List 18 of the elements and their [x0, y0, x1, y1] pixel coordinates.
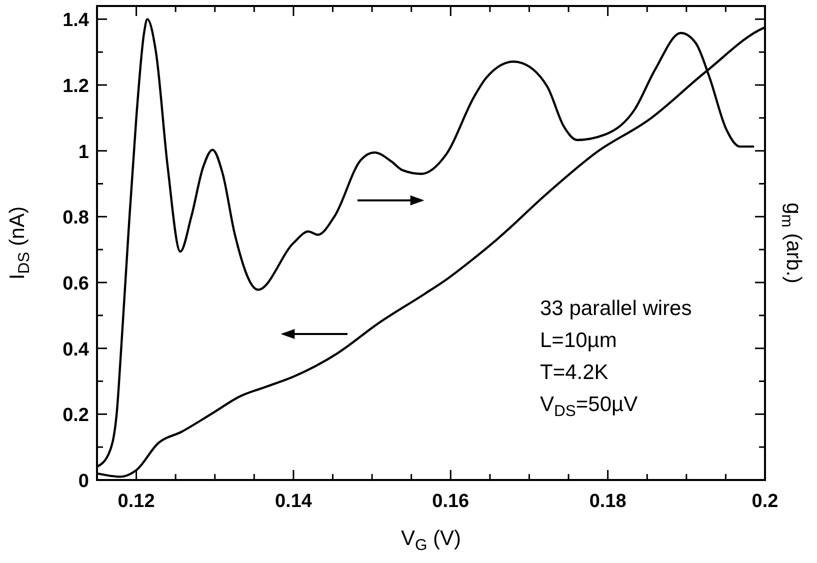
x-tick-label: 0.18 — [589, 491, 626, 512]
y-tick-label: 0.4 — [62, 339, 90, 360]
x-tick-label: 0.12 — [118, 491, 155, 512]
annotation: L=10µm — [540, 329, 617, 352]
y-tick-label: 0 — [78, 471, 89, 492]
x-tick-label: 0.16 — [432, 491, 470, 512]
y-tick-label: 0.6 — [62, 274, 89, 294]
annotation: T=4.2K — [540, 361, 608, 384]
x-tick-label: 0.14 — [274, 491, 312, 512]
y-tick-label: 1.2 — [62, 76, 89, 97]
y-tick-label: 1 — [78, 142, 90, 163]
annotation: V$_{DS}$=50µV — [540, 393, 638, 420]
annotation: 33 parallel wires — [540, 297, 692, 320]
y-tick-label: 0.8 — [62, 208, 89, 229]
y-tick-label: 1.4 — [62, 10, 90, 32]
y-tick-label: 0.2 — [62, 405, 89, 426]
x-tick-label: 0.2 — [752, 491, 778, 512]
x-axis-title: V$_{G}$ (V) — [400, 527, 462, 554]
